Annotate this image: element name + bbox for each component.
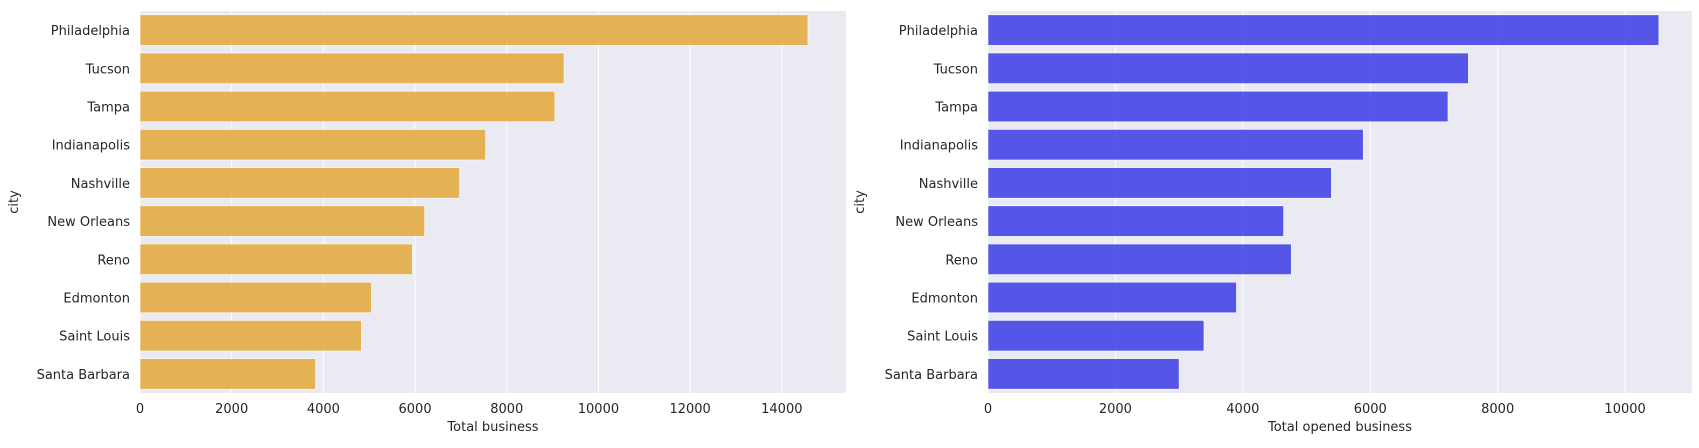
x-tick-label: 6000	[399, 402, 432, 417]
bar	[139, 243, 413, 275]
y-tick-label: Philadelphia	[51, 24, 130, 39]
bar	[139, 205, 425, 237]
bar	[139, 129, 486, 161]
x-tick-label: 0	[136, 402, 144, 417]
y-tick-label: Nashville	[919, 177, 978, 192]
bar	[139, 52, 565, 84]
y-tick-label: Tucson	[933, 62, 978, 77]
y-tick-label: New Orleans	[47, 215, 130, 230]
y-tick-label: New Orleans	[895, 215, 978, 230]
bar	[139, 320, 362, 352]
y-tick-label: Saint Louis	[907, 330, 978, 345]
bar	[987, 167, 1332, 199]
y-tick-label: Tampa	[934, 101, 978, 116]
y-tick-label: Tampa	[86, 101, 130, 116]
bar	[139, 281, 372, 314]
y-tick-label: Reno	[97, 253, 130, 268]
x-tick-label: 2000	[1099, 402, 1132, 417]
bar	[139, 167, 460, 199]
x-tick-label: 6000	[1354, 402, 1387, 417]
chart-panel-2: 0 2000 4000 6000 8000 10000 Philadelphia Tucson…	[853, 11, 1692, 435]
bar	[987, 129, 1364, 161]
y-tick-label: Santa Barbara	[885, 368, 978, 383]
bar	[139, 14, 809, 46]
bar	[987, 205, 1284, 237]
x-tick-label: 0	[984, 402, 992, 417]
x-tick-label: 4000	[1226, 402, 1259, 417]
bar	[987, 358, 1180, 390]
y-tick-label: Nashville	[71, 177, 130, 192]
y-tick-label: Edmonton	[63, 292, 130, 307]
bar	[987, 243, 1292, 275]
bar	[987, 90, 1449, 123]
bar	[987, 14, 1660, 46]
bar	[987, 320, 1205, 352]
y-tick-label: Tucson	[85, 62, 130, 77]
x-tick-label: 14000	[761, 402, 802, 417]
bar	[987, 52, 1469, 84]
x-tick-label: 10000	[1604, 402, 1645, 417]
y-tick-label: Indianapolis	[900, 139, 979, 154]
x-axis-label: Total business	[446, 420, 538, 435]
bar	[987, 281, 1237, 314]
y-tick-label: Indianapolis	[52, 139, 131, 154]
bar	[139, 358, 316, 390]
y-tick-label: Saint Louis	[59, 330, 130, 345]
y-tick-label: Santa Barbara	[37, 368, 130, 383]
x-tick-label: 8000	[1481, 402, 1514, 417]
y-tick-label: Edmonton	[911, 292, 978, 307]
x-tick-label: 2000	[215, 402, 248, 417]
bar	[139, 90, 556, 123]
x-tick-label: 4000	[307, 402, 340, 417]
y-tick-label: Reno	[945, 253, 978, 268]
y-axis-label: city	[7, 190, 22, 214]
x-tick-label: 8000	[490, 402, 523, 417]
x-tick-label: 10000	[578, 402, 619, 417]
y-axis-label: city	[853, 190, 868, 214]
chart-panel-1: 0 2000 4000 6000 8000 10000 12000 14000 Philadel…	[7, 11, 846, 435]
x-tick-label: 12000	[669, 402, 710, 417]
y-tick-label: Philadelphia	[899, 24, 978, 39]
x-axis-label: Total opened business	[1267, 420, 1412, 435]
